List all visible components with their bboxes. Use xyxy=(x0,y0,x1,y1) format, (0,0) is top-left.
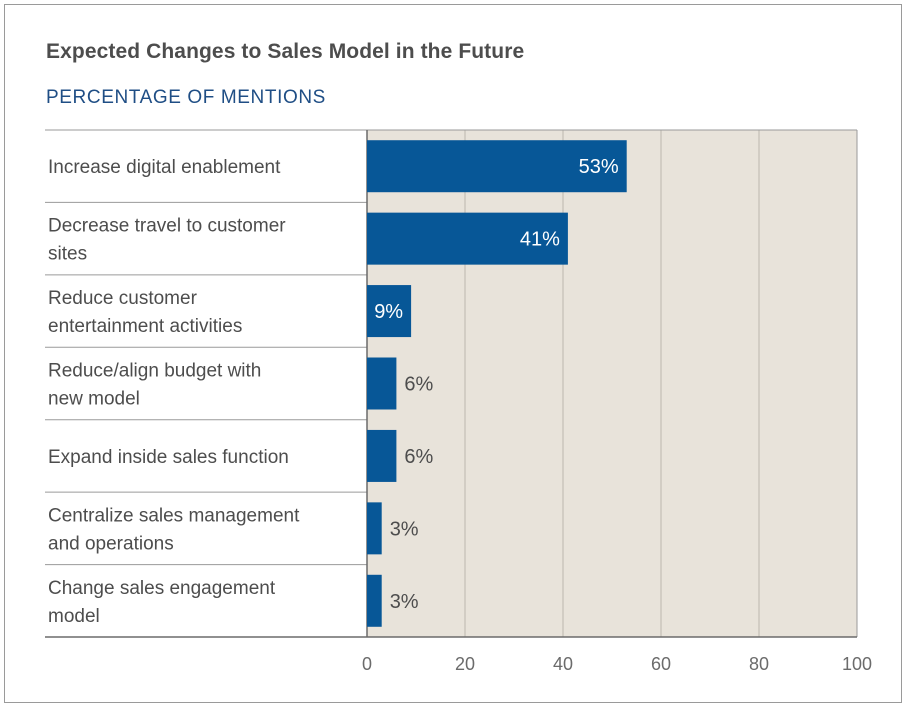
category-label: Reduce/align budget with new model xyxy=(48,361,261,410)
chart-title: Expected Changes to Sales Model in the F… xyxy=(46,40,525,63)
bar xyxy=(367,285,412,338)
chart-subtitle: PERCENTAGE OF MENTIONS xyxy=(46,87,326,108)
category-label: Centralize sales management and operation… xyxy=(48,505,300,554)
x-tick-label: 0 xyxy=(362,654,372,674)
x-tick-label: 60 xyxy=(651,654,671,674)
bar xyxy=(367,574,382,627)
category-label: Increase digital enablement xyxy=(48,157,281,178)
plot-area xyxy=(367,130,857,637)
x-tick-label: 40 xyxy=(553,654,573,674)
category-label: Decrease travel to customer sites xyxy=(48,216,286,265)
bar xyxy=(367,429,397,482)
category-label: Change sales engagement model xyxy=(48,578,276,627)
x-tick-label: 80 xyxy=(749,654,769,674)
bar xyxy=(367,140,627,193)
data-label: 6% xyxy=(404,374,433,396)
x-tick-label: 20 xyxy=(455,654,475,674)
data-label: 41% xyxy=(520,229,560,251)
x-tick-label: 100 xyxy=(842,654,872,674)
bar xyxy=(367,212,568,265)
bar xyxy=(367,357,397,410)
category-label: Expand inside sales function xyxy=(48,447,289,468)
data-label: 3% xyxy=(390,591,419,613)
data-label: 6% xyxy=(404,446,433,468)
data-label: 53% xyxy=(579,156,619,178)
data-label: 3% xyxy=(390,518,419,540)
bar xyxy=(367,502,382,555)
category-label: Reduce customer entertainment activities xyxy=(48,288,242,337)
data-label: 9% xyxy=(374,301,403,323)
